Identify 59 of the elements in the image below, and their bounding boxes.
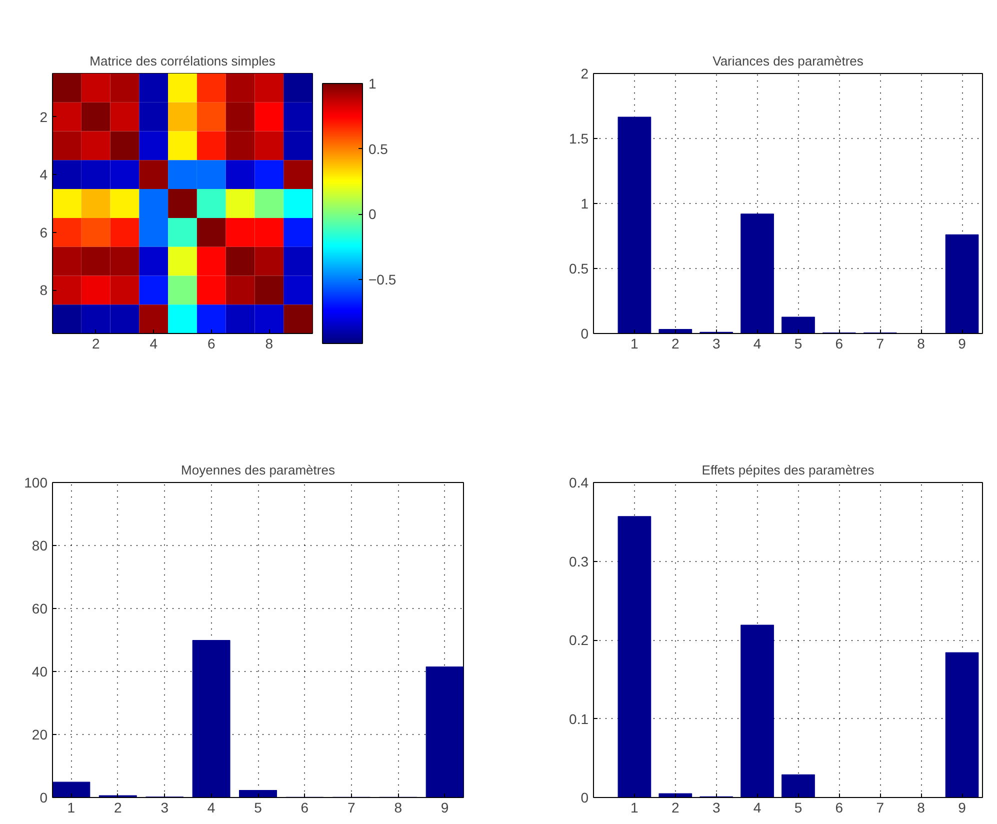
x-tick-label: 1 xyxy=(67,800,76,816)
x-tick-label: 6 xyxy=(207,336,216,352)
y-tick-label: 0.5 xyxy=(569,260,589,276)
y-tick-label: 40 xyxy=(32,664,48,680)
x-tick-label: 6 xyxy=(835,800,844,816)
y-tick-label: 80 xyxy=(32,538,48,554)
color-bar-label: 0.5 xyxy=(368,140,388,157)
x-tick-label: 5 xyxy=(254,800,262,816)
color-bar-label: 1 xyxy=(368,76,376,92)
x-tick-label: 4 xyxy=(753,336,762,352)
y-tick-label: 0.2 xyxy=(569,632,589,648)
y-tick-label: 0 xyxy=(580,790,589,806)
y-tick-label: 2 xyxy=(40,108,48,125)
y-tick-label: 6 xyxy=(40,224,48,240)
y-tick-label: 20 xyxy=(32,726,48,742)
x-tick-label: 4 xyxy=(207,800,216,816)
y-tick-label: 60 xyxy=(32,600,48,616)
x-tick-label: 3 xyxy=(712,800,720,816)
x-tick-label: 3 xyxy=(160,800,169,816)
chart-title: Moyennes des paramètres xyxy=(181,462,336,478)
x-tick-label: 1 xyxy=(630,800,639,816)
x-tick-label: 9 xyxy=(440,800,449,816)
y-tick-label: 2 xyxy=(580,66,589,82)
x-tick-label: 7 xyxy=(876,336,884,352)
x-tick-label: 7 xyxy=(348,800,356,816)
x-tick-label: 2 xyxy=(672,336,680,352)
x-tick-label: 9 xyxy=(958,336,966,352)
y-tick-label: 0.1 xyxy=(569,710,589,727)
y-tick-label: 1.5 xyxy=(569,130,589,146)
x-tick-label: 6 xyxy=(300,800,309,816)
x-tick-label: 6 xyxy=(835,336,844,352)
y-tick-label: 0.3 xyxy=(569,553,589,570)
x-tick-label: 8 xyxy=(917,800,926,816)
x-tick-label: 8 xyxy=(394,800,402,816)
x-tick-label: 4 xyxy=(150,336,158,352)
y-tick-label: 1 xyxy=(580,196,589,212)
chart-title: Matrice des corrélations simples xyxy=(90,54,276,68)
y-tick-label: 0 xyxy=(580,326,589,342)
y-tick-label: 0 xyxy=(40,790,48,806)
y-tick-label: 100 xyxy=(24,474,48,490)
color-bar-label: 0 xyxy=(368,206,376,222)
color-bar-label: −0.5 xyxy=(368,271,396,288)
chart-title: Variances des paramètres xyxy=(712,54,864,68)
x-tick-label: 7 xyxy=(876,800,884,816)
x-tick-label: 5 xyxy=(794,336,802,352)
x-tick-label: 3 xyxy=(712,336,720,352)
x-tick-label: 1 xyxy=(630,336,639,352)
x-tick-label: 2 xyxy=(92,336,100,352)
y-tick-label: 4 xyxy=(40,166,48,183)
x-tick-label: 9 xyxy=(958,800,966,816)
x-tick-label: 2 xyxy=(672,800,680,816)
chart-title: Effets pépites des paramètres xyxy=(702,462,875,478)
x-tick-label: 4 xyxy=(753,800,762,816)
y-tick-label: 8 xyxy=(40,282,48,298)
y-tick-label: 0.4 xyxy=(569,474,589,490)
x-tick-label: 5 xyxy=(794,800,802,816)
x-tick-label: 2 xyxy=(114,800,122,816)
x-tick-label: 8 xyxy=(265,336,274,352)
x-tick-label: 8 xyxy=(917,336,926,352)
